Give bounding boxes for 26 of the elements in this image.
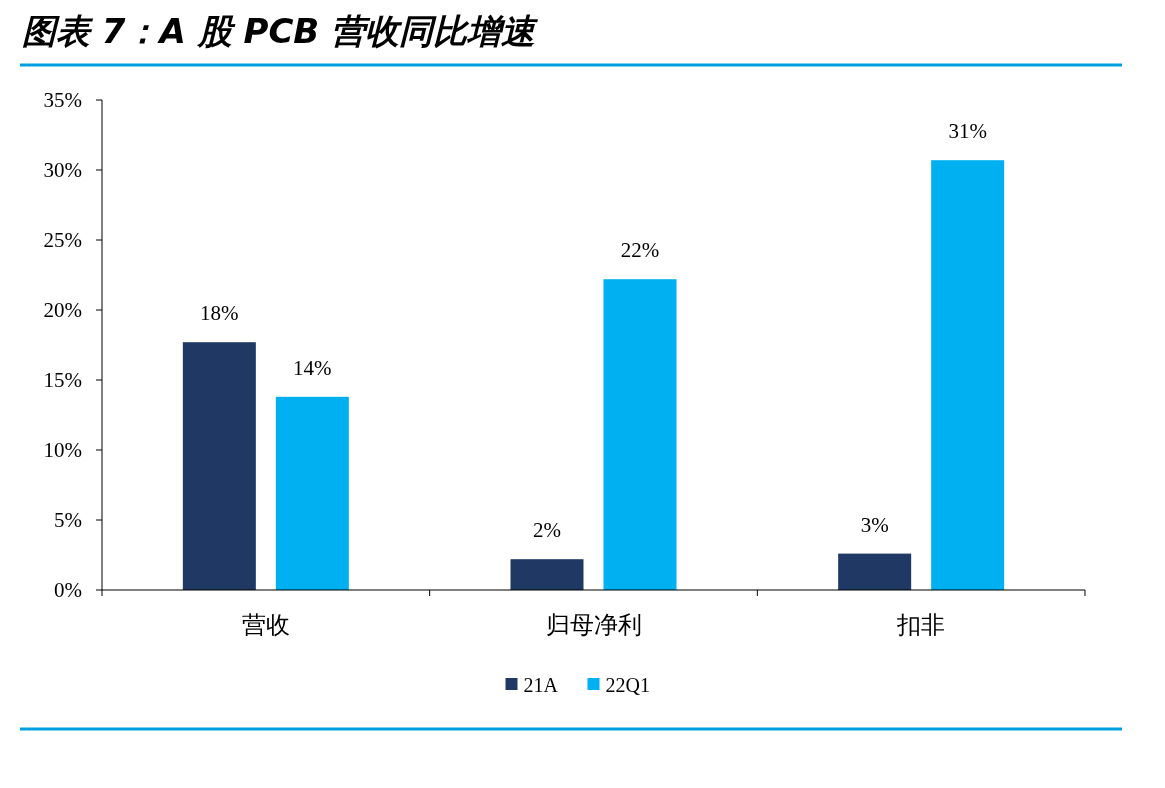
bar — [182, 342, 256, 590]
data-label: 31% — [948, 119, 987, 144]
legend-label: 21A — [523, 674, 559, 696]
y-tick-label: 10% — [43, 438, 82, 462]
y-tick-label: 35% — [43, 88, 82, 112]
x-tick-label: 扣非 — [896, 611, 946, 639]
bar — [838, 553, 912, 590]
bar — [510, 559, 584, 590]
chart-title: 图表 7：A 股 PCB 营收同比增速 — [22, 11, 540, 51]
y-tick-label: 15% — [43, 368, 82, 392]
data-label: 3% — [860, 512, 889, 537]
data-label: 22% — [620, 238, 660, 263]
y-tick-label: 25% — [43, 228, 82, 252]
data-label: 14% — [293, 355, 332, 380]
x-tick-label: 营收 — [241, 611, 290, 639]
y-tick-label: 30% — [43, 158, 82, 182]
legend-label: 22Q1 — [605, 674, 650, 696]
y-tick-label: 0% — [54, 578, 82, 602]
bar — [603, 279, 677, 590]
x-tick-label: 归母净利 — [545, 611, 642, 639]
data-label: 2% — [533, 518, 561, 543]
data-label: 18% — [200, 301, 239, 326]
bar — [931, 160, 1005, 590]
bar — [275, 396, 349, 590]
y-tick-label: 5% — [54, 508, 82, 532]
y-tick-label: 20% — [43, 298, 82, 322]
